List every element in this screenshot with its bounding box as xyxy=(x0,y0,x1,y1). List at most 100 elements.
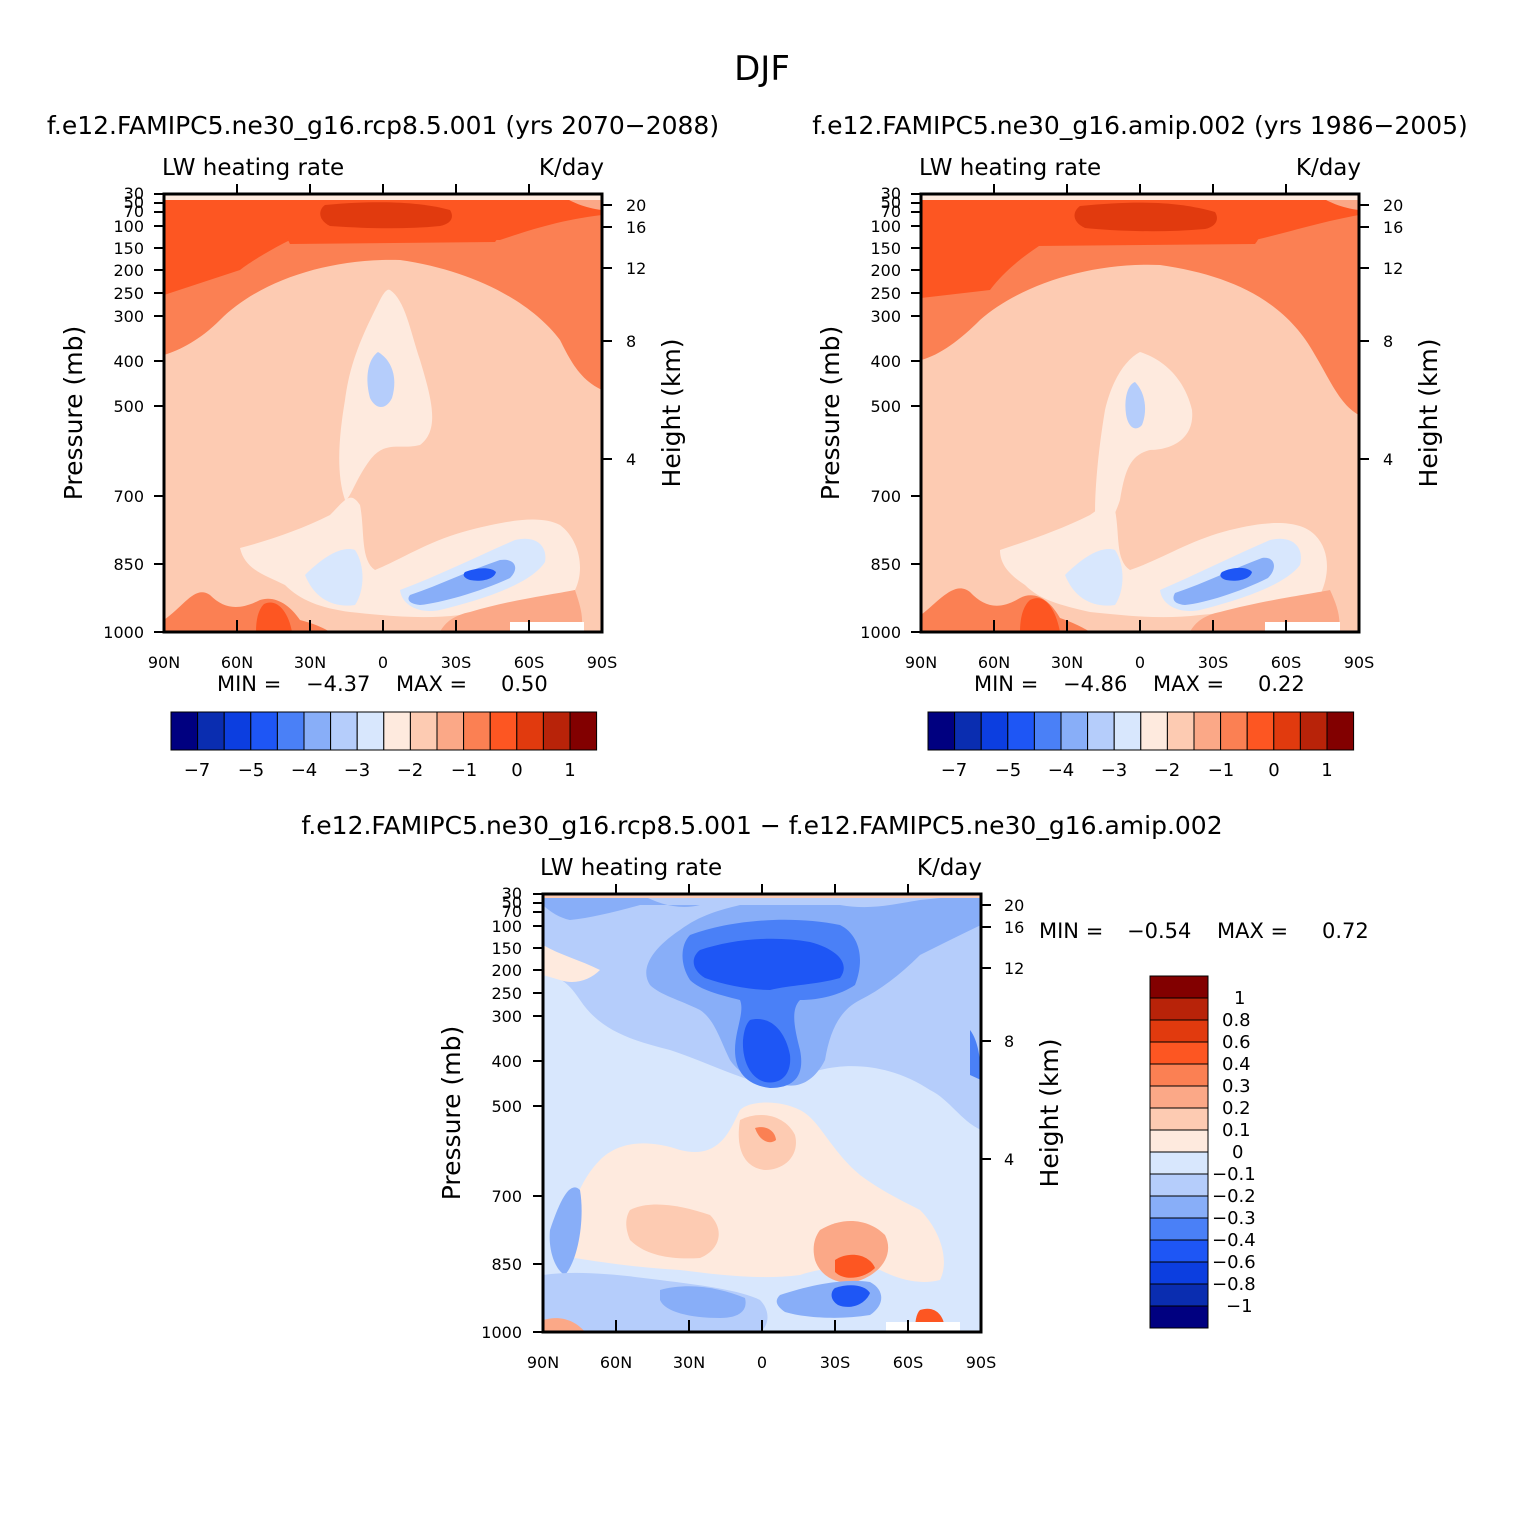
panel-title: f.e12.FAMIPC5.ne30_g16.rcp8.5.001 − f.e1… xyxy=(301,811,1222,840)
max-label: MAX = xyxy=(1153,672,1224,696)
y-right-tick-label: 16 xyxy=(626,218,646,237)
contour-band xyxy=(543,945,600,982)
y-axis-label-right: Height (km) xyxy=(1035,1039,1064,1188)
colorbar-swatch xyxy=(1149,1173,1209,1197)
colorbar-swatch xyxy=(1149,1129,1209,1153)
y-axis-label: Pressure (mb) xyxy=(437,1026,466,1200)
y-tick-label: 300 xyxy=(870,307,901,326)
min-value: −4.37 xyxy=(306,672,370,696)
y-tick-label: 250 xyxy=(491,984,522,1003)
max-label: MAX = xyxy=(1217,919,1288,943)
tick-marks xyxy=(154,184,612,633)
y-tick-label: 500 xyxy=(870,397,901,416)
contour-band xyxy=(738,1115,796,1170)
x-tick-label: 90S xyxy=(587,653,618,672)
min-max-readout: MIN = −4.86 MAX = 0.22 xyxy=(974,672,1305,696)
x-tick-label: 60N xyxy=(978,653,1010,672)
colorbar-swatch xyxy=(356,711,385,751)
colorbar-label: 0.1 xyxy=(1222,1120,1251,1141)
colorbar-label: −1 xyxy=(451,760,478,781)
x-tick-label: 90S xyxy=(1344,653,1375,672)
min-max-readout: MIN = −4.37 MAX = 0.50 xyxy=(217,672,548,696)
y-right-tick-labels: 20 16 12 8 4 xyxy=(1383,196,1403,469)
y-tick-label: 1000 xyxy=(860,623,901,642)
colorbar-swatch xyxy=(1193,711,1222,751)
contour-band xyxy=(742,1019,791,1083)
y-right-tick-label: 8 xyxy=(1383,332,1393,351)
colorbar-swatch xyxy=(409,711,438,751)
max-value: 0.22 xyxy=(1258,672,1305,696)
contour-band xyxy=(835,1254,875,1278)
x-tick-label: 60S xyxy=(514,653,545,672)
colorbar-swatch xyxy=(1060,711,1089,751)
colorbar-labels: −7 −5 −4 −3 −2 −1 0 1 xyxy=(941,760,1333,781)
min-label: MIN = xyxy=(974,672,1038,696)
colorbar-label: 0 xyxy=(1268,760,1279,781)
x-tick-label: 90S xyxy=(966,1353,997,1372)
y-right-tick-label: 12 xyxy=(1383,259,1403,278)
colorbar-label: −5 xyxy=(238,760,265,781)
y-right-tick-label: 8 xyxy=(1004,1032,1014,1051)
x-tick-label: 90N xyxy=(905,653,937,672)
units-label: K/day xyxy=(917,855,982,881)
y-tick-labels: 30 50 70 100 150 200 250 300 400 500 700… xyxy=(481,884,522,1342)
y-tick-label: 700 xyxy=(113,487,144,506)
contour-band xyxy=(305,549,363,606)
y-axis-label: Pressure (mb) xyxy=(59,326,88,500)
min-value: −0.54 xyxy=(1127,919,1191,943)
colorbar-swatch xyxy=(1326,711,1355,751)
x-tick-label: 30N xyxy=(1051,653,1083,672)
colorbar-label: −3 xyxy=(1101,760,1128,781)
y-right-tick-label: 4 xyxy=(626,450,636,469)
y-tick-label: 50 xyxy=(881,193,901,212)
colorbar-swatch xyxy=(1149,1063,1209,1087)
colorbar-swatch xyxy=(1149,997,1209,1021)
missing-data-strip xyxy=(886,1322,960,1332)
plot-area xyxy=(541,892,983,1334)
y-tick-label: 300 xyxy=(491,1007,522,1026)
colorbar-swatch xyxy=(1149,1305,1209,1329)
y-tick-label: 500 xyxy=(113,397,144,416)
colorbar-swatch xyxy=(1246,711,1275,751)
colorbar-label: −0.6 xyxy=(1212,1252,1256,1273)
y-tick-label: 500 xyxy=(491,1097,522,1116)
contour-band xyxy=(1020,598,1060,632)
colorbar-swatch xyxy=(1149,1151,1209,1175)
missing-data-strip xyxy=(510,622,584,632)
panel-diff: f.e12.FAMIPC5.ne30_g16.rcp8.5.001 − f.e1… xyxy=(301,811,1368,1372)
variable-label: LW heating rate xyxy=(540,855,722,881)
colorbar-swatch xyxy=(1149,1261,1209,1285)
max-value: 0.50 xyxy=(501,672,548,696)
x-tick-label: 60S xyxy=(1271,653,1302,672)
colorbar-swatch xyxy=(1149,1085,1209,1109)
colorbar-label: 0.4 xyxy=(1222,1054,1251,1075)
y-tick-label: 200 xyxy=(870,261,901,280)
colorbar-swatch xyxy=(436,711,465,751)
y-tick-label: 30 xyxy=(124,184,144,203)
y-tick-label: 30 xyxy=(502,884,522,903)
y-tick-label: 700 xyxy=(491,1187,522,1206)
colorbar-label: −3 xyxy=(344,760,371,781)
colorbar-label: −0.1 xyxy=(1212,1164,1256,1185)
contour-band xyxy=(970,1030,981,1080)
colorbar-swatch xyxy=(330,711,358,751)
contour-band xyxy=(549,1187,582,1275)
colorbar-swatch xyxy=(1007,711,1035,751)
colorbar-label: −7 xyxy=(941,760,968,781)
colorbar-label: 0 xyxy=(511,760,522,781)
y-tick-label: 150 xyxy=(870,239,901,258)
panel-title: f.e12.FAMIPC5.ne30_g16.rcp8.5.001 (yrs 2… xyxy=(47,111,719,140)
contour-band xyxy=(626,1204,719,1259)
contour-band xyxy=(831,1285,870,1307)
max-value: 0.72 xyxy=(1322,919,1369,943)
colorbar-label: −5 xyxy=(995,760,1022,781)
y-tick-label: 30 xyxy=(881,184,901,203)
panel-title: f.e12.FAMIPC5.ne30_g16.amip.002 (yrs 198… xyxy=(812,111,1468,140)
contour-band xyxy=(440,590,583,632)
y-right-tick-label: 4 xyxy=(1004,1150,1014,1169)
figure-title: DJF xyxy=(734,49,790,89)
y-right-tick-label: 16 xyxy=(1004,918,1024,937)
x-tick-label: 30N xyxy=(673,1353,705,1372)
y-right-tick-label: 20 xyxy=(626,196,646,215)
